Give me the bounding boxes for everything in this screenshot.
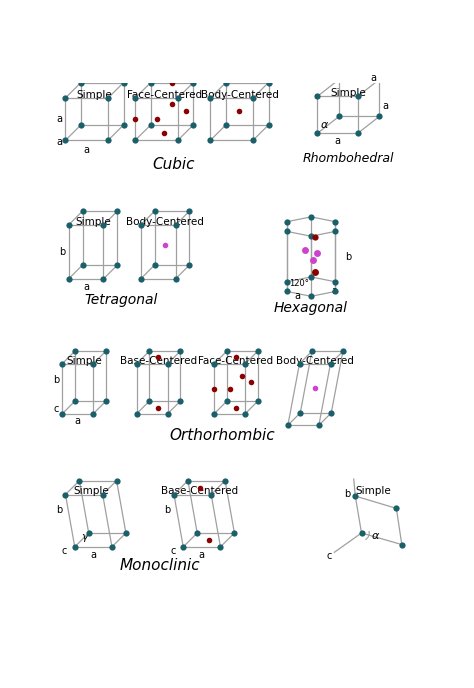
Text: a: a — [56, 137, 63, 147]
Text: Simple: Simple — [75, 217, 111, 227]
Text: b: b — [345, 488, 351, 499]
Text: a: a — [294, 291, 300, 301]
Text: Body-Centered: Body-Centered — [276, 356, 354, 365]
Text: Simple: Simple — [66, 356, 102, 365]
Text: a: a — [383, 101, 388, 111]
Text: $\alpha$: $\alpha$ — [371, 531, 380, 541]
Text: a: a — [335, 136, 340, 146]
Text: c: c — [54, 404, 59, 414]
Text: Rhombohedral: Rhombohedral — [302, 151, 394, 164]
Text: a: a — [83, 281, 89, 292]
Text: b: b — [164, 505, 171, 515]
Text: b: b — [56, 505, 63, 515]
Text: Simple: Simple — [330, 88, 366, 98]
Text: Simple: Simple — [77, 90, 112, 100]
Text: a: a — [56, 114, 63, 124]
Text: Hexagonal: Hexagonal — [274, 301, 348, 315]
Text: Cubic: Cubic — [153, 158, 195, 173]
Text: c: c — [170, 546, 175, 556]
Text: 120°: 120° — [290, 279, 310, 288]
Text: Body-Centered: Body-Centered — [126, 217, 204, 227]
Text: c: c — [62, 546, 67, 556]
Text: a: a — [370, 73, 376, 83]
Text: b: b — [345, 252, 352, 261]
Text: a: a — [84, 144, 90, 155]
Text: b: b — [53, 375, 59, 385]
Text: a: a — [331, 286, 337, 297]
Text: Body-Centered: Body-Centered — [201, 90, 278, 100]
Text: a: a — [75, 416, 81, 427]
Text: Simple: Simple — [73, 486, 109, 497]
Text: a: a — [91, 550, 96, 559]
Text: Simple: Simple — [355, 486, 391, 497]
Text: Base-Centered: Base-Centered — [120, 356, 197, 365]
Text: b: b — [59, 247, 65, 257]
Text: Face-Centered: Face-Centered — [127, 90, 202, 100]
Text: $\alpha$: $\alpha$ — [320, 120, 329, 130]
Text: $\gamma$: $\gamma$ — [81, 532, 90, 544]
Text: Base-Centered: Base-Centered — [161, 486, 238, 497]
Text: Orthorhombic: Orthorhombic — [169, 428, 275, 442]
Text: Monoclinic: Monoclinic — [120, 558, 201, 573]
Text: c: c — [327, 551, 332, 561]
Text: Tetragonal: Tetragonal — [84, 294, 158, 308]
Text: a: a — [199, 550, 205, 559]
Text: Face-Centered: Face-Centered — [199, 356, 273, 365]
